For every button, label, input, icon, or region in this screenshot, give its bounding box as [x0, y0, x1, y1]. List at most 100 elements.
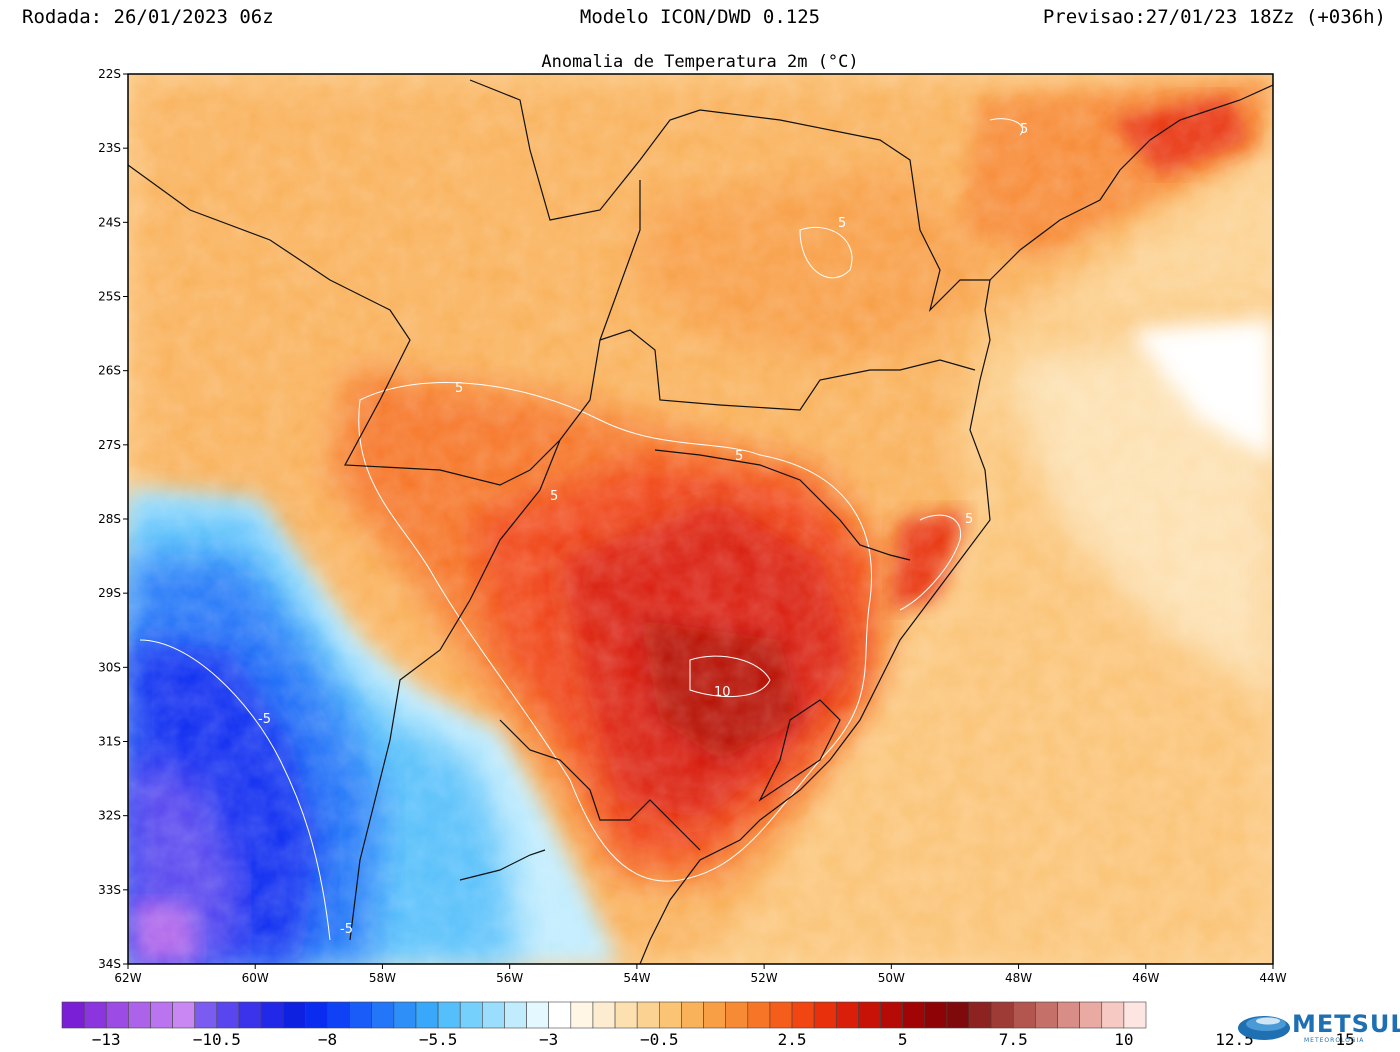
legend-swatch	[260, 1001, 284, 1029]
contour-value-labels: 5 5 5 5 5 5 10 -5 -5	[258, 122, 1028, 937]
legend-swatch	[172, 1001, 196, 1029]
legend-swatch	[592, 1001, 616, 1029]
legend-tick-label: −3	[539, 1030, 558, 1049]
legend-tick-label: −5.5	[419, 1030, 458, 1049]
lon-label: 60W	[242, 971, 269, 985]
lat-label: 22S	[98, 67, 121, 81]
legend-swatch	[105, 1001, 129, 1029]
latitude-axis: 22S 23S 24S 25S 26S 27S 28S 29S 30S 31S 32S 33S 34S	[98, 67, 128, 971]
contour-label-neg5-a: -5	[258, 712, 271, 727]
legend-swatch	[791, 1001, 815, 1029]
legend-swatch	[194, 1001, 218, 1029]
legend-swatch	[570, 1001, 594, 1029]
legend-swatch	[968, 1001, 992, 1029]
lon-label: 62W	[114, 971, 141, 985]
legend-swatch	[504, 1001, 527, 1029]
legend-tick-label: 15	[1335, 1030, 1354, 1049]
legend-swatch	[1123, 1001, 1147, 1029]
legend-swatch	[61, 1001, 85, 1029]
model-label: Modelo ICON/DWD 0.125	[579, 6, 821, 28]
legend-swatch	[681, 1001, 704, 1029]
legend-tick-label: −13	[92, 1030, 121, 1049]
legend-swatch	[128, 1001, 151, 1029]
temperature-field	[128, 74, 1273, 964]
globe-icon	[1238, 1016, 1290, 1040]
lat-label: 24S	[98, 215, 121, 229]
contour-label-neg5-b: -5	[340, 922, 353, 937]
lon-label: 44W	[1259, 971, 1286, 985]
legend-swatch	[349, 1001, 373, 1029]
legend-swatch	[1035, 1001, 1058, 1029]
legend-swatch	[1057, 1001, 1080, 1029]
contour-label-5-e: 5	[838, 216, 846, 231]
contour-label-10: 10	[714, 685, 731, 700]
anomaly-map: 22S23S24S25S26S27S28S29S30S31S32S33S34S …	[98, 67, 1287, 985]
contour-label-5-b: 5	[735, 449, 743, 464]
legend-swatch	[924, 1001, 948, 1029]
legend-tick-label: 5	[898, 1030, 908, 1049]
lat-label: 29S	[98, 586, 121, 600]
legend-swatch	[902, 1001, 926, 1029]
legend-swatch	[946, 1001, 970, 1029]
legend-swatch	[990, 1001, 1014, 1029]
lat-label: 28S	[98, 512, 121, 526]
lat-label: 23S	[98, 141, 121, 155]
legend-swatch	[835, 1001, 859, 1029]
legend-swatch	[703, 1001, 726, 1029]
lat-label: 34S	[98, 957, 121, 971]
lat-label: 27S	[98, 438, 121, 452]
legend-swatch	[725, 1001, 749, 1029]
contour-label-5-a: 5	[455, 381, 463, 396]
lon-label: 46W	[1132, 971, 1159, 985]
lat-label: 32S	[98, 809, 121, 823]
lon-label: 48W	[1005, 971, 1032, 985]
forecast-time-label: Previsao:27/01/23 18Zz (+036h)	[1042, 6, 1386, 28]
legend-tick-labels: −13 −10.5 −8 −5.5 −3 −0.5 2.5 5 7.5 10 12.5 15	[92, 1030, 1355, 1049]
lon-label: 56W	[496, 971, 523, 985]
lat-label: 26S	[98, 364, 121, 378]
legend-tick-label: −0.5	[640, 1030, 679, 1049]
lat-label: 25S	[98, 290, 121, 304]
lon-label: 52W	[751, 971, 778, 985]
legend-swatch	[282, 1001, 306, 1029]
logo-tagline: METEOROLOGIA	[1304, 1037, 1365, 1044]
lat-label: 31S	[98, 735, 121, 749]
color-scale-legend: −13 −10.5 −8 −5.5 −3 −0.5 2.5 5 7.5 10 12.5 15	[61, 1001, 1355, 1049]
political-boundaries	[128, 79, 1273, 964]
legend-color-bar	[61, 1001, 1147, 1029]
legend-swatch	[459, 1001, 483, 1029]
legend-swatch	[526, 1001, 549, 1029]
legend-tick-label: 10	[1114, 1030, 1133, 1049]
legend-swatch	[1079, 1001, 1103, 1029]
legend-swatch	[614, 1001, 638, 1029]
legend-swatch	[813, 1001, 837, 1029]
lon-label: 58W	[369, 971, 396, 985]
legend-swatch	[747, 1001, 771, 1029]
legend-swatch	[636, 1001, 660, 1029]
legend-tick-label: 2.5	[778, 1030, 807, 1049]
legend-swatch	[858, 1001, 881, 1029]
lat-label: 33S	[98, 883, 121, 897]
legend-swatch	[548, 1001, 572, 1029]
legend-tick-label: 7.5	[999, 1030, 1028, 1049]
legend-tick-label: −10.5	[193, 1030, 241, 1049]
longitude-axis: 62W 60W 58W 56W 54W 52W 50W 48W 46W 44W	[114, 964, 1287, 985]
legend-swatch	[437, 1001, 461, 1029]
map-title: Anomalia de Temperatura 2m (°C)	[541, 52, 859, 72]
legend-swatch	[659, 1001, 682, 1029]
legend-swatch	[371, 1001, 395, 1029]
legend-swatch	[150, 1001, 173, 1029]
legend-swatch	[393, 1001, 417, 1029]
lat-label: 30S	[98, 660, 121, 674]
logo-name: METSUL	[1292, 1010, 1400, 1038]
legend-swatch	[83, 1001, 107, 1029]
legend-swatch	[327, 1001, 350, 1029]
legend-swatch	[1012, 1001, 1036, 1029]
contour-label-5-c: 5	[550, 489, 558, 504]
legend-swatch	[305, 1001, 328, 1029]
run-time-label: Rodada: 26/01/2023 06z	[22, 6, 274, 28]
legend-tick-label: −8	[318, 1030, 337, 1049]
legend-swatch	[482, 1001, 505, 1029]
metsul-logo: METSUL METEOROLOGIA	[1232, 1006, 1400, 1048]
legend-swatch	[216, 1001, 240, 1029]
